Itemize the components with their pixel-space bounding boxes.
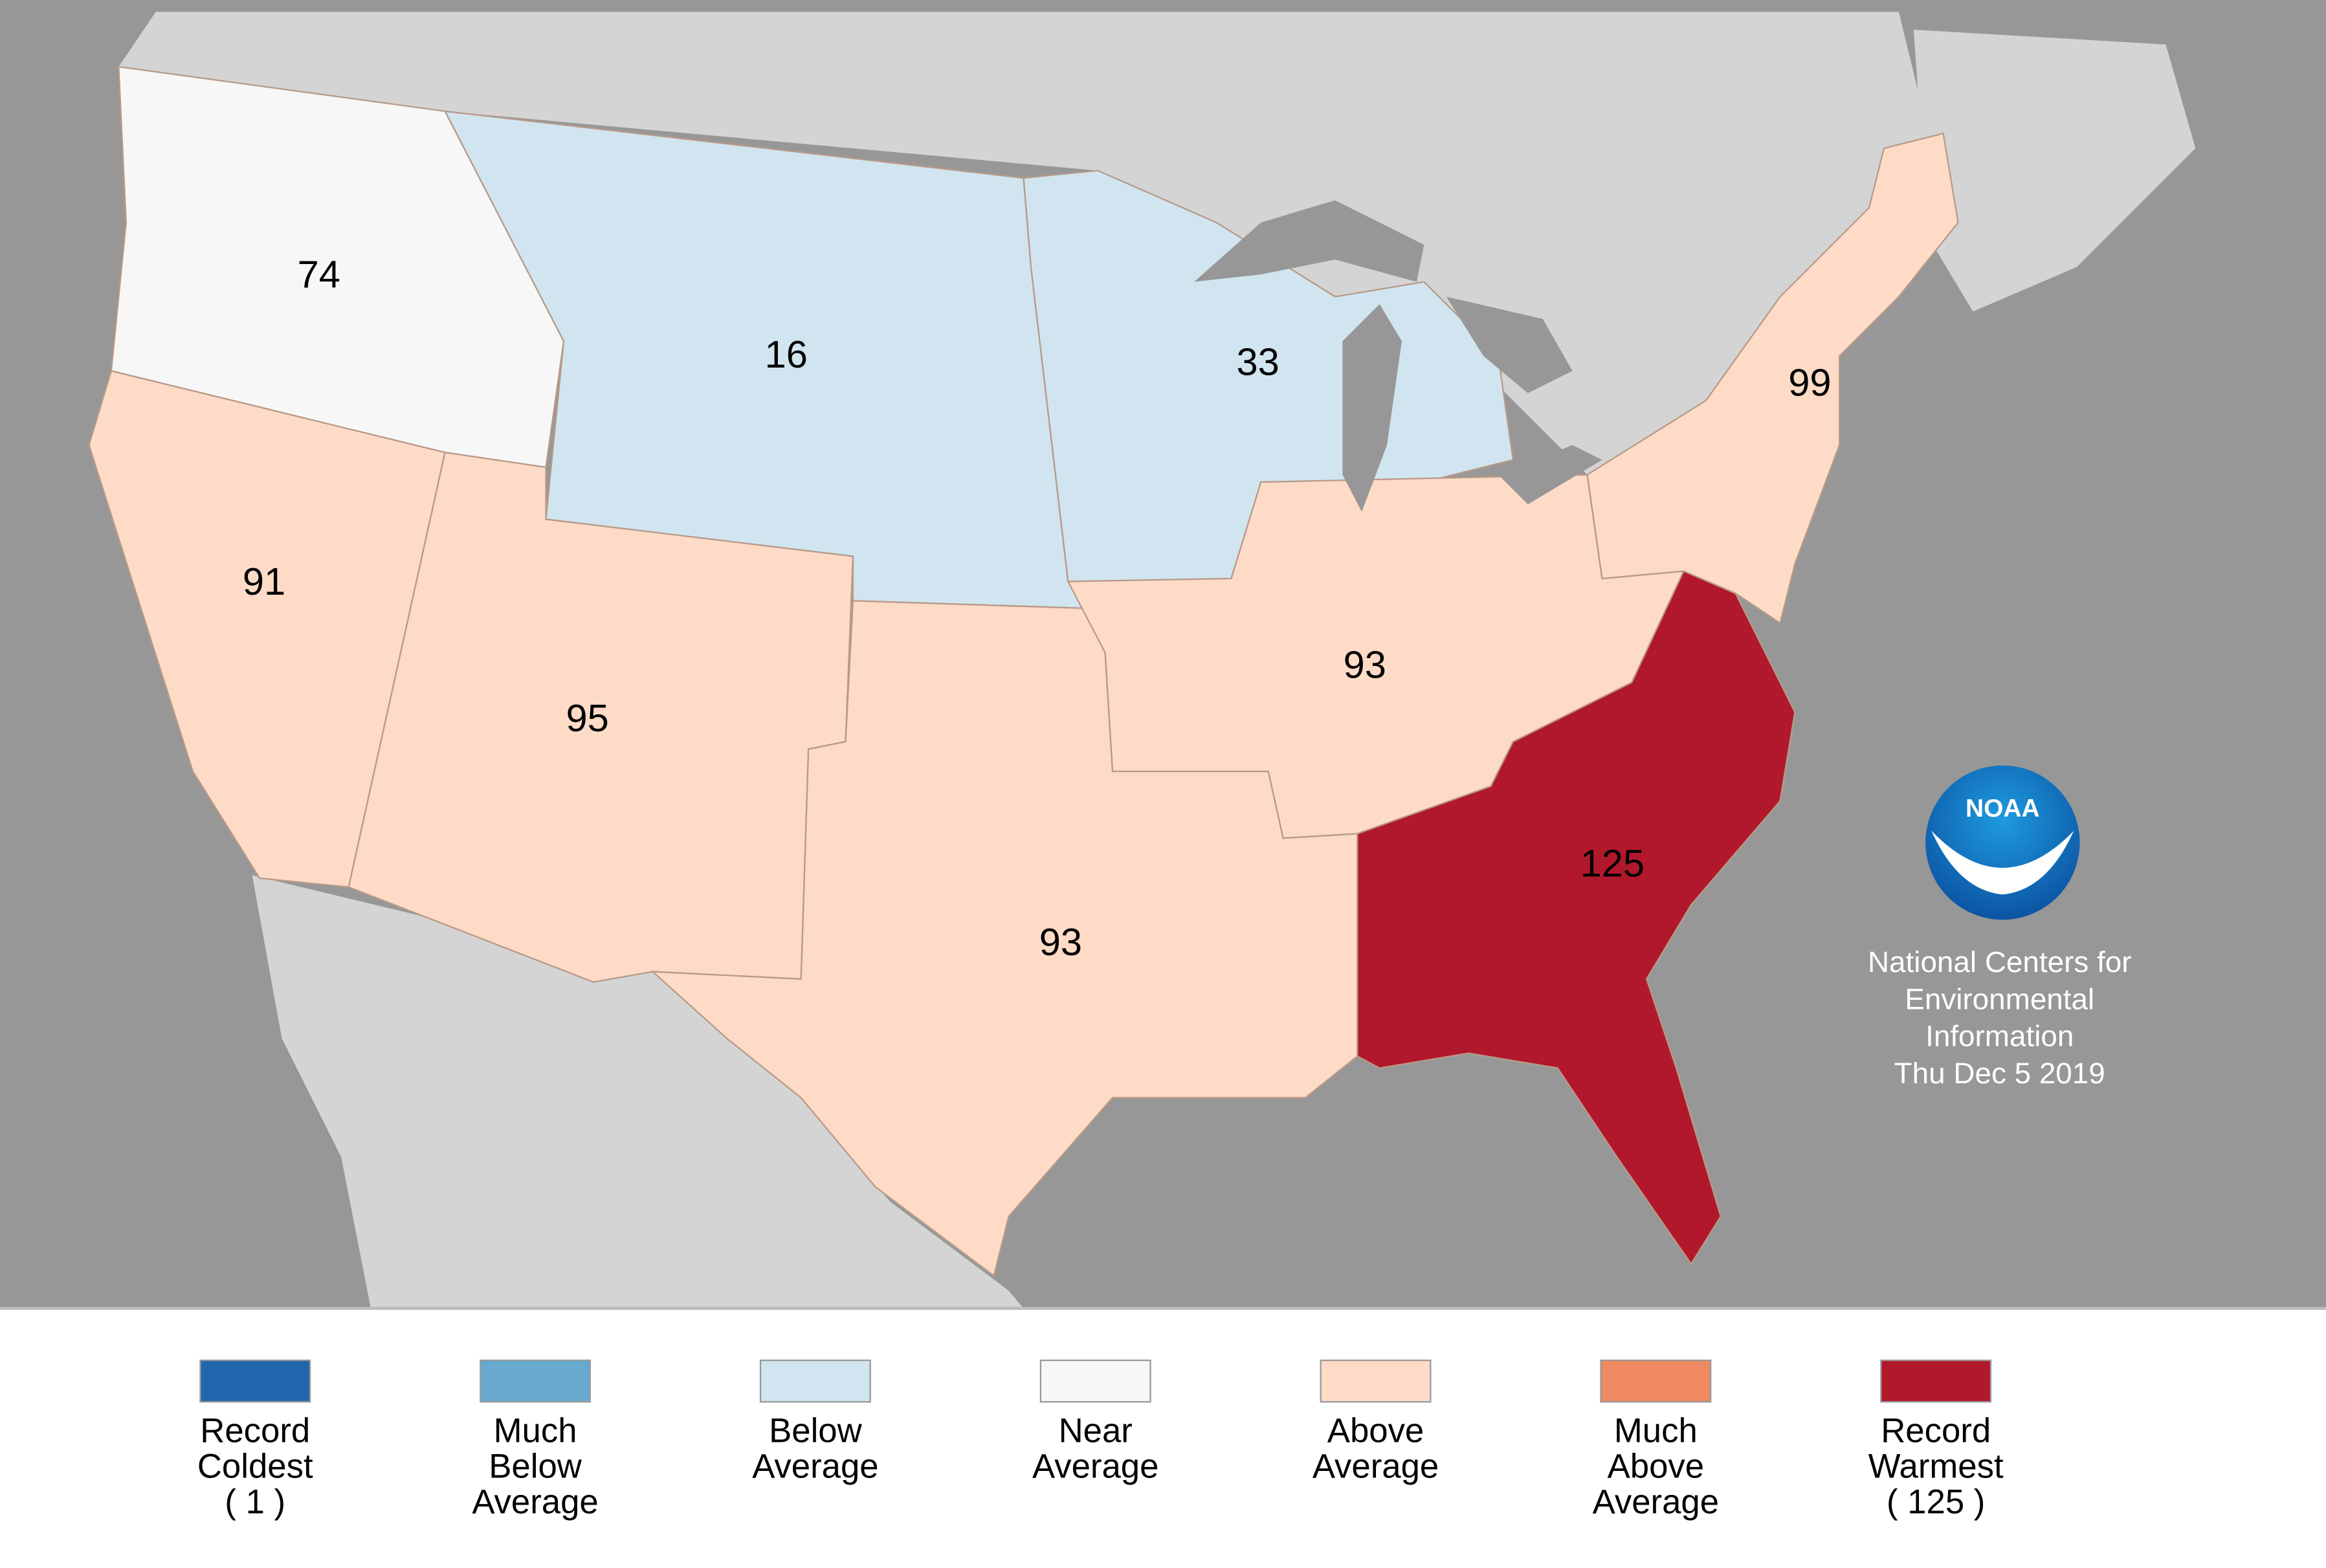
legend-label: Record — [200, 1411, 310, 1450]
legend-label: Warmest — [1868, 1447, 2004, 1485]
legend-label: Average — [1313, 1447, 1439, 1485]
mexico — [252, 875, 1024, 1309]
lake-huron — [1446, 296, 1573, 393]
canada-east — [1913, 29, 2196, 312]
legend-label: Much — [494, 1411, 577, 1450]
legend-swatch — [480, 1359, 592, 1403]
legend-label: Average — [1593, 1483, 1719, 1521]
legend-label: Coldest — [197, 1447, 313, 1485]
legend-label: Above — [1608, 1447, 1704, 1485]
legend-swatch — [1039, 1359, 1151, 1403]
legend-swatch — [1880, 1359, 1992, 1403]
lake-superior — [1194, 200, 1424, 282]
credit: National Centers for Environmental Informa… — [1868, 945, 2132, 1090]
legend-label: Below — [769, 1411, 863, 1450]
legend-label: Much — [1614, 1411, 1698, 1450]
region-labels: 74 91 95 16 33 93 93 125 99 — [243, 252, 1832, 964]
region-rank: 16 — [765, 333, 808, 376]
regions — [88, 65, 1959, 1277]
legend-label: Average — [472, 1483, 598, 1521]
legend-label: Near — [1059, 1411, 1133, 1450]
legend-label: ( 1 ) — [225, 1483, 285, 1521]
legend-swatch — [199, 1359, 311, 1403]
region — [1357, 570, 1796, 1266]
credit-line: Thu Dec 5 2019 — [1894, 1057, 2105, 1090]
region-rank: 33 — [1237, 340, 1279, 384]
region-rank: 93 — [1039, 920, 1082, 964]
legend-swatch — [1600, 1359, 1712, 1403]
legend-label: ( 125 ) — [1887, 1483, 1985, 1521]
region — [1586, 132, 1959, 624]
credit-line: Information — [1925, 1020, 2074, 1053]
region-rank: 93 — [1344, 643, 1386, 686]
noaa-logo — [1925, 765, 2080, 920]
region-rank: 99 — [1788, 361, 1831, 404]
lake-erie — [1498, 445, 1602, 505]
legend-label: Record — [1881, 1411, 1991, 1450]
region-rank: 125 — [1580, 841, 1645, 885]
region-rank: 91 — [243, 560, 285, 603]
noaa-logo-gull — [1931, 830, 2074, 895]
legend-label: Below — [489, 1447, 582, 1485]
legend-label: Average — [752, 1447, 878, 1485]
lake-michigan — [1342, 304, 1402, 512]
legend-label: Above — [1327, 1411, 1424, 1450]
legend-label: Average — [1032, 1447, 1158, 1485]
region-rank: 95 — [566, 696, 609, 740]
region-rank: 74 — [298, 252, 340, 296]
noaa-logo-text: NOAA — [1966, 795, 2040, 823]
credit-line: National Centers for — [1868, 945, 2132, 978]
legend-swatch — [1320, 1359, 1432, 1403]
credit-line: Environmental — [1905, 982, 2094, 1015]
legend-swatch — [759, 1359, 871, 1403]
